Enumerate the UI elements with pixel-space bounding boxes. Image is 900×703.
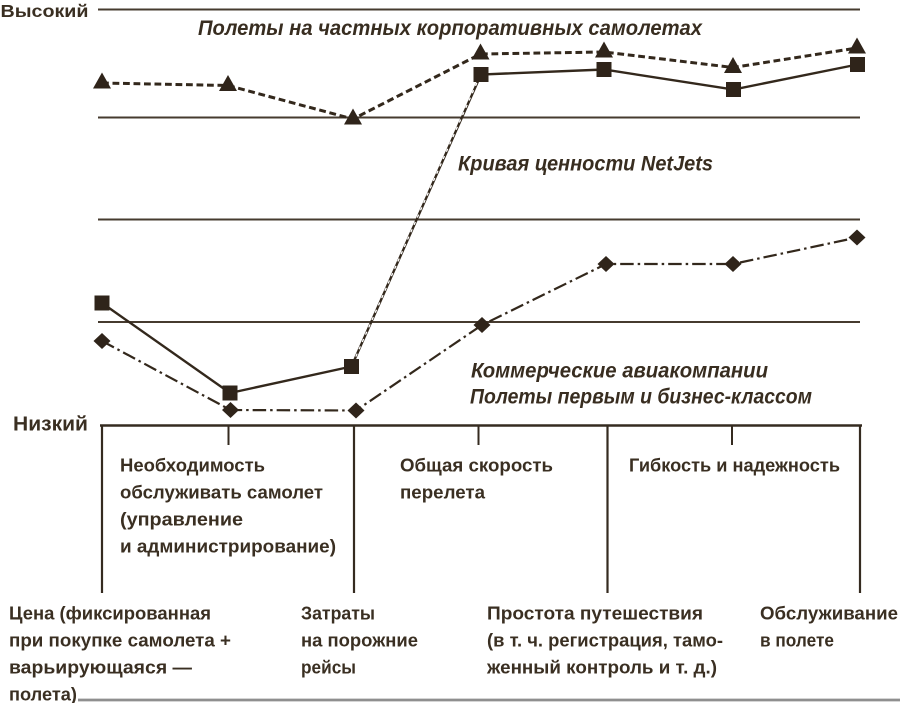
svg-text:рейсы: рейсы bbox=[301, 657, 356, 678]
svg-text:(в т. ч. регистрация, тамо-: (в т. ч. регистрация, тамо- bbox=[487, 630, 723, 651]
svg-text:Необходимость: Необходимость bbox=[120, 455, 265, 476]
svg-text:Коммерческие авиакомпании: Коммерческие авиакомпании bbox=[471, 359, 768, 383]
svg-text:Низкий: Низкий bbox=[13, 414, 88, 436]
svg-text:при покупке самолета +: при покупке самолета + bbox=[9, 630, 231, 651]
svg-text:Затраты: Затраты bbox=[301, 603, 375, 624]
svg-text:полета): полета) bbox=[9, 684, 77, 703]
svg-text:Простота путешествия: Простота путешествия bbox=[487, 603, 703, 624]
svg-text:в полете: в полете bbox=[760, 630, 834, 651]
svg-text:Высокий: Высокий bbox=[1, 1, 89, 21]
svg-text:обслуживать самолет: обслуживать самолет bbox=[120, 482, 323, 503]
svg-text:женный контроль и т. д.): женный контроль и т. д.) bbox=[486, 657, 717, 678]
svg-text:на порожние: на порожние bbox=[301, 630, 418, 651]
svg-text:Цена (фиксированная: Цена (фиксированная bbox=[9, 603, 211, 624]
svg-text:Обслуживание: Обслуживание bbox=[760, 603, 898, 624]
svg-text:и администрирование): и администрирование) bbox=[120, 536, 336, 557]
svg-text:перелета: перелета bbox=[400, 482, 486, 503]
svg-text:Общая скорость: Общая скорость bbox=[400, 455, 553, 476]
svg-text:(управление: (управление bbox=[120, 509, 243, 530]
svg-text:Полеты на частных корпоративны: Полеты на частных корпоративных самолета… bbox=[198, 16, 703, 40]
svg-text:варьирующаяся —: варьирующаяся — bbox=[9, 657, 193, 678]
svg-text:Кривая ценности NetJets: Кривая ценности NetJets bbox=[458, 152, 713, 176]
svg-text:Полеты первым и бизнес-классом: Полеты первым и бизнес-классом bbox=[470, 385, 812, 409]
svg-text:Гибкость и надежность: Гибкость и надежность bbox=[629, 455, 840, 476]
